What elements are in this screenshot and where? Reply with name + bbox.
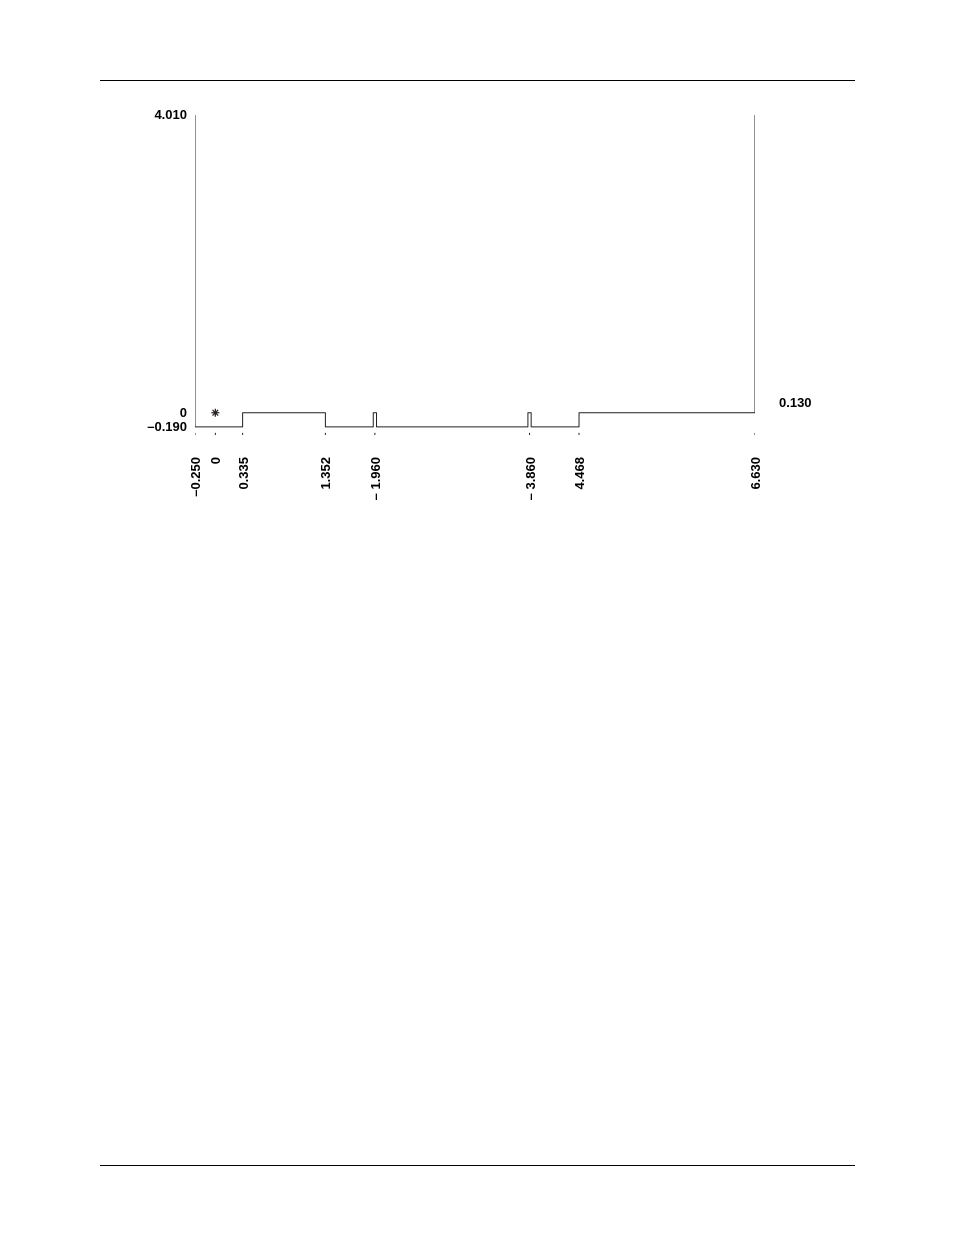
- right-axis-label: 0.130: [779, 395, 812, 410]
- x-axis-label: – 1.960: [368, 457, 383, 500]
- y-axis-label: 4.010: [135, 107, 187, 122]
- page: 4.0100–0.190–0.25000.3351.352– 1.960– 3.…: [0, 0, 954, 1235]
- x-axis-label: –0.250: [188, 457, 203, 497]
- bottom-rule: [100, 1165, 855, 1166]
- y-axis-label: 0: [135, 405, 187, 420]
- x-axis-label: 6.630: [748, 457, 763, 490]
- top-rule: [100, 80, 855, 81]
- x-axis-label: – 3.860: [523, 457, 538, 500]
- origin-marker: [211, 409, 219, 417]
- profile-outline: [195, 115, 755, 427]
- x-axis-label: 1.352: [318, 457, 333, 490]
- x-axis-label: 0.335: [236, 457, 251, 490]
- x-axis-label: 4.468: [572, 457, 587, 490]
- y-axis-label: –0.190: [135, 419, 187, 434]
- x-axis-label: 0: [208, 457, 223, 464]
- profile-diagram: [195, 115, 755, 435]
